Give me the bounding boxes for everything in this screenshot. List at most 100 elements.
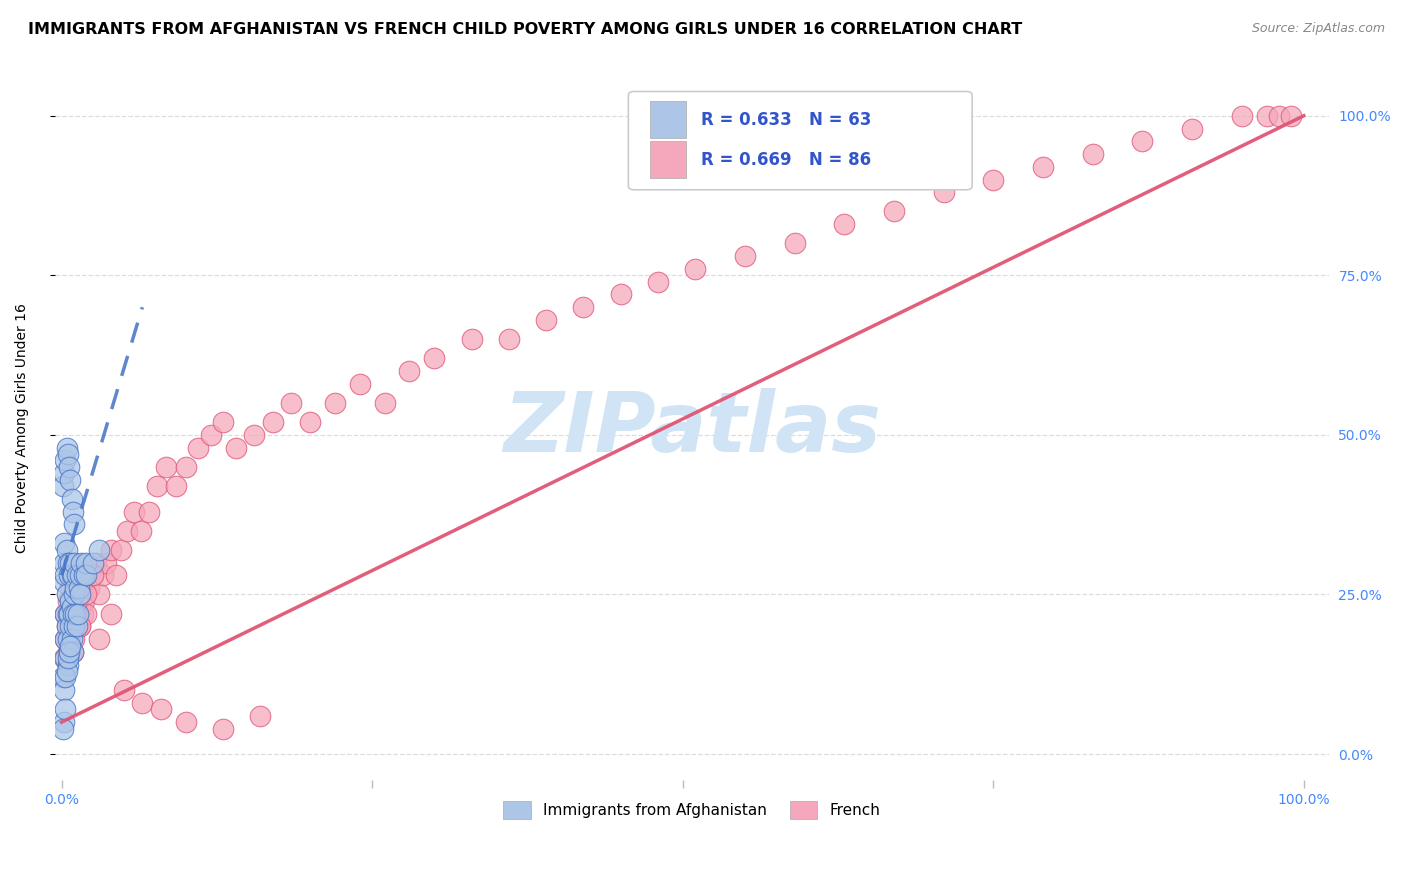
Text: R = 0.633   N = 63: R = 0.633 N = 63 bbox=[702, 111, 872, 128]
Point bbox=[58, 607, 80, 621]
Point bbox=[62, 568, 84, 582]
Point bbox=[131, 696, 153, 710]
Point bbox=[55, 619, 77, 633]
Point bbox=[62, 607, 84, 621]
Point bbox=[70, 587, 93, 601]
Point bbox=[149, 702, 172, 716]
Point bbox=[460, 332, 482, 346]
Point bbox=[87, 587, 110, 601]
Point bbox=[53, 670, 76, 684]
Point bbox=[65, 619, 87, 633]
Point bbox=[423, 351, 446, 366]
Point bbox=[56, 607, 79, 621]
Point bbox=[91, 568, 114, 582]
Point bbox=[56, 645, 79, 659]
Point bbox=[56, 651, 79, 665]
Point bbox=[56, 556, 79, 570]
Point bbox=[56, 657, 79, 672]
Point bbox=[63, 517, 86, 532]
Point bbox=[52, 722, 75, 736]
Text: IMMIGRANTS FROM AFGHANISTAN VS FRENCH CHILD POVERTY AMONG GIRLS UNDER 16 CORRELA: IMMIGRANTS FROM AFGHANISTAN VS FRENCH CH… bbox=[28, 22, 1022, 37]
Point bbox=[53, 556, 76, 570]
Point bbox=[110, 542, 132, 557]
Point bbox=[65, 568, 87, 582]
Point bbox=[82, 556, 104, 570]
Point bbox=[59, 581, 82, 595]
Point bbox=[683, 262, 706, 277]
Point bbox=[53, 632, 76, 647]
Point bbox=[112, 683, 135, 698]
Point bbox=[63, 587, 86, 601]
Point bbox=[129, 524, 152, 538]
Point bbox=[62, 504, 84, 518]
Point bbox=[73, 568, 96, 582]
Point bbox=[52, 479, 75, 493]
Point bbox=[1032, 160, 1054, 174]
Point bbox=[77, 581, 100, 595]
Point bbox=[53, 651, 76, 665]
Point bbox=[100, 542, 122, 557]
Point bbox=[56, 594, 79, 608]
Point bbox=[122, 504, 145, 518]
Point bbox=[59, 556, 82, 570]
Point bbox=[1181, 121, 1204, 136]
Point bbox=[53, 568, 76, 582]
Point bbox=[187, 441, 209, 455]
Point bbox=[56, 447, 79, 461]
Point bbox=[200, 428, 222, 442]
Point bbox=[60, 491, 83, 506]
Point bbox=[70, 556, 93, 570]
Point bbox=[572, 300, 595, 314]
Point bbox=[323, 396, 346, 410]
Point bbox=[1081, 147, 1104, 161]
Point bbox=[58, 645, 80, 659]
Point bbox=[65, 581, 87, 595]
Point bbox=[53, 702, 76, 716]
Point bbox=[1230, 109, 1253, 123]
Point bbox=[53, 607, 76, 621]
Point bbox=[69, 619, 91, 633]
Point bbox=[59, 473, 82, 487]
Point bbox=[96, 556, 118, 570]
Point bbox=[82, 568, 104, 582]
Point bbox=[349, 376, 371, 391]
Point bbox=[75, 581, 97, 595]
Point bbox=[56, 632, 79, 647]
Point bbox=[832, 217, 855, 231]
Point bbox=[63, 619, 86, 633]
Point bbox=[75, 556, 97, 570]
Point bbox=[155, 459, 177, 474]
Point bbox=[55, 619, 77, 633]
Point bbox=[87, 632, 110, 647]
Point bbox=[58, 568, 80, 582]
Point bbox=[117, 524, 139, 538]
Point bbox=[65, 607, 87, 621]
Point bbox=[280, 396, 302, 410]
Point bbox=[212, 722, 235, 736]
Point bbox=[69, 587, 91, 601]
Point bbox=[55, 664, 77, 678]
Point bbox=[212, 415, 235, 429]
Point bbox=[105, 568, 128, 582]
Point bbox=[67, 607, 90, 621]
Point bbox=[53, 467, 76, 481]
Point bbox=[100, 607, 122, 621]
Point bbox=[299, 415, 322, 429]
Point bbox=[65, 607, 87, 621]
Point bbox=[165, 479, 187, 493]
Point bbox=[59, 639, 82, 653]
FancyBboxPatch shape bbox=[628, 92, 972, 190]
Point bbox=[63, 556, 86, 570]
Point bbox=[498, 332, 520, 346]
Point bbox=[66, 607, 89, 621]
Point bbox=[374, 396, 396, 410]
Bar bbox=[650, 141, 686, 178]
Point bbox=[932, 186, 955, 200]
Point bbox=[65, 619, 87, 633]
Point bbox=[883, 204, 905, 219]
Point bbox=[62, 645, 84, 659]
Bar bbox=[650, 102, 686, 138]
Point bbox=[58, 607, 80, 621]
Point bbox=[59, 619, 82, 633]
Point bbox=[60, 632, 83, 647]
